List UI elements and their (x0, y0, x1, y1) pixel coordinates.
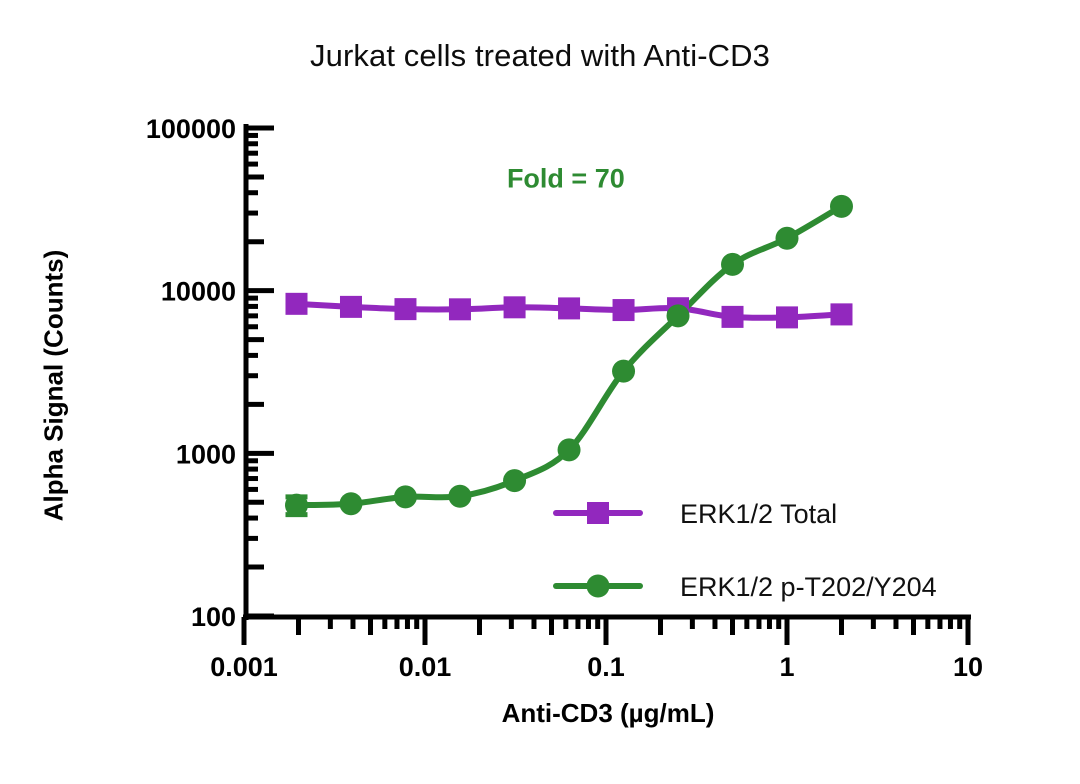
data-point (448, 484, 472, 508)
data-point (503, 296, 526, 319)
x-major-ticks (241, 617, 971, 645)
data-point (666, 304, 690, 328)
data-point (394, 298, 417, 321)
data-point (830, 303, 853, 326)
data-point (503, 469, 527, 493)
data-point (393, 485, 417, 509)
data-point (829, 194, 853, 218)
x-minor-ticks (295, 617, 963, 635)
y-tick-label: 1000 (176, 439, 236, 469)
legend-marker (586, 574, 610, 598)
data-point (612, 299, 635, 322)
data-point (557, 438, 581, 462)
chart-legend: ERK1/2 Total ERK1/2 p-T202/Y204 (553, 499, 937, 602)
y-tick-label: 10000 (161, 277, 236, 307)
series-markers (284, 194, 853, 517)
chart-title: Jurkat cells treated with Anti-CD3 (310, 38, 770, 73)
data-point (775, 226, 799, 250)
legend-marker (587, 502, 609, 524)
fold-annotation: Fold = 70 (507, 164, 625, 194)
x-tick-label: 0.1 (587, 652, 625, 682)
y-major-ticks (246, 125, 274, 619)
series-error-bars (285, 299, 853, 518)
data-point (558, 297, 581, 320)
axes (243, 124, 971, 620)
legend-label: ERK1/2 Total (680, 499, 837, 529)
x-tick-label: 1 (779, 652, 794, 682)
y-tick-labels: 100 1000 10000 100000 (146, 114, 236, 632)
legend-label: ERK1/2 p-T202/Y204 (680, 572, 937, 602)
data-point (776, 306, 798, 329)
data-point (339, 492, 363, 516)
y-tick-label: 100 (191, 602, 236, 632)
y-tick-label: 100000 (146, 114, 236, 144)
y-minor-ticks (246, 132, 264, 570)
data-point (448, 298, 471, 321)
chart-annotations: Fold = 70 (507, 164, 625, 194)
data-point (721, 305, 744, 328)
data-point (339, 295, 362, 318)
x-tick-label: 0.01 (399, 652, 452, 682)
x-tick-labels: 0.001 0.01 0.1 1 10 (210, 652, 983, 682)
data-point (284, 493, 308, 517)
data-point (612, 359, 636, 383)
x-tick-label: 0.001 (210, 652, 278, 682)
x-tick-label: 10 (953, 652, 983, 682)
x-axis-title: Anti-CD3 (µg/mL) (501, 698, 715, 728)
data-point (285, 292, 308, 315)
data-point (721, 252, 745, 276)
